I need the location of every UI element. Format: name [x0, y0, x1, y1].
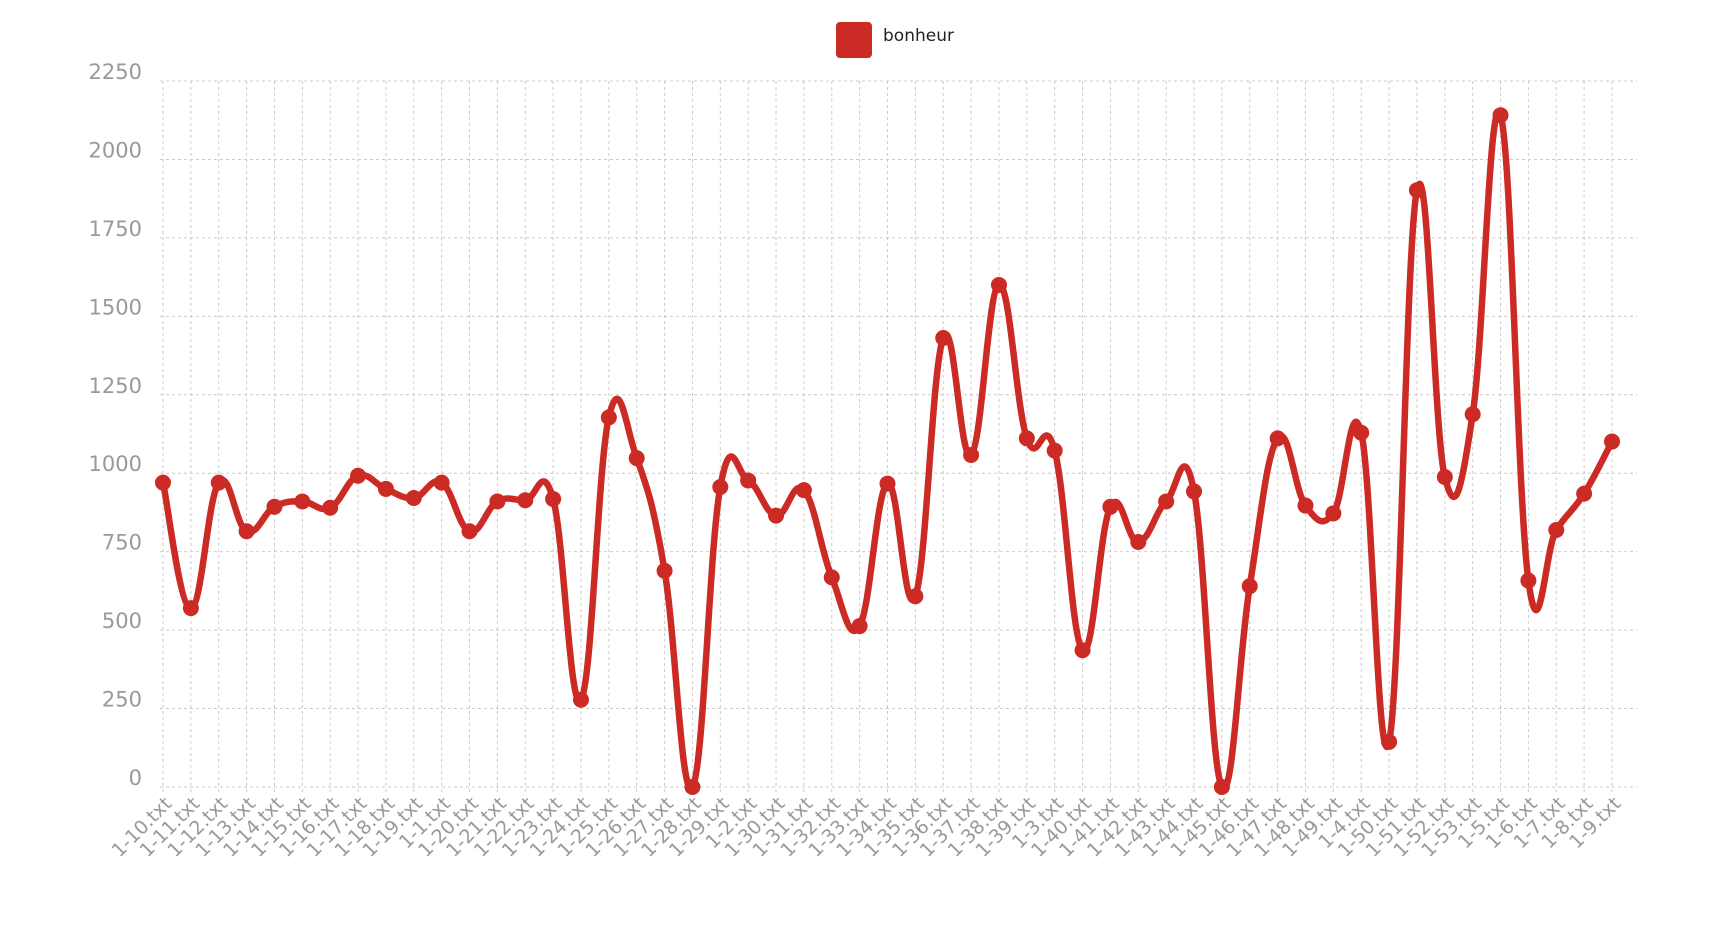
point	[1353, 424, 1370, 441]
point	[1576, 485, 1593, 502]
y-tick-label: 2000	[89, 138, 142, 162]
point	[545, 490, 562, 507]
point	[377, 480, 394, 497]
point	[238, 523, 255, 540]
legend-swatch	[836, 22, 872, 58]
point	[851, 618, 868, 635]
point	[182, 600, 199, 617]
y-tick-label: 1750	[89, 217, 142, 241]
point	[350, 467, 367, 484]
point	[1381, 733, 1398, 750]
point	[572, 691, 589, 708]
point	[1102, 498, 1119, 515]
point	[1158, 493, 1175, 510]
point	[294, 493, 311, 510]
point	[1548, 522, 1565, 539]
y-tick-label: 2250	[89, 60, 142, 84]
y-tick-label: 1250	[89, 374, 142, 398]
point	[1213, 779, 1230, 795]
y-tick-label: 0	[129, 766, 142, 790]
y-tick-label: 1500	[89, 295, 142, 319]
point	[1604, 433, 1620, 450]
point	[1018, 430, 1035, 447]
point	[1241, 578, 1258, 595]
point	[712, 479, 729, 496]
point	[990, 276, 1007, 293]
y-tick-label: 500	[102, 609, 142, 633]
point	[461, 523, 478, 540]
point	[935, 329, 952, 346]
point	[1297, 497, 1314, 514]
point	[155, 474, 171, 491]
point	[1325, 505, 1342, 522]
point	[768, 507, 785, 524]
point	[600, 409, 617, 426]
point	[1436, 468, 1453, 485]
point	[405, 490, 422, 507]
point	[740, 472, 757, 489]
point	[1046, 442, 1063, 459]
point	[1130, 533, 1147, 550]
point	[1186, 483, 1203, 500]
y-tick-label: 750	[102, 531, 142, 555]
point	[823, 569, 840, 586]
point	[210, 474, 227, 491]
point	[684, 779, 701, 795]
point	[1520, 572, 1537, 589]
point	[1074, 642, 1091, 659]
point	[266, 498, 283, 515]
point	[628, 450, 645, 467]
point	[963, 447, 980, 464]
y-tick-label: 1000	[89, 452, 142, 476]
point	[656, 562, 673, 579]
point	[517, 492, 534, 509]
y-tick-label: 250	[102, 688, 142, 712]
point	[433, 474, 450, 491]
point	[1269, 430, 1286, 447]
point	[879, 475, 896, 492]
point	[322, 499, 339, 516]
point	[795, 482, 812, 499]
point	[1464, 406, 1481, 423]
point	[1492, 107, 1509, 124]
point	[1408, 182, 1425, 199]
point	[907, 588, 924, 605]
point	[489, 493, 506, 510]
legend-label: bonheur	[883, 26, 954, 46]
